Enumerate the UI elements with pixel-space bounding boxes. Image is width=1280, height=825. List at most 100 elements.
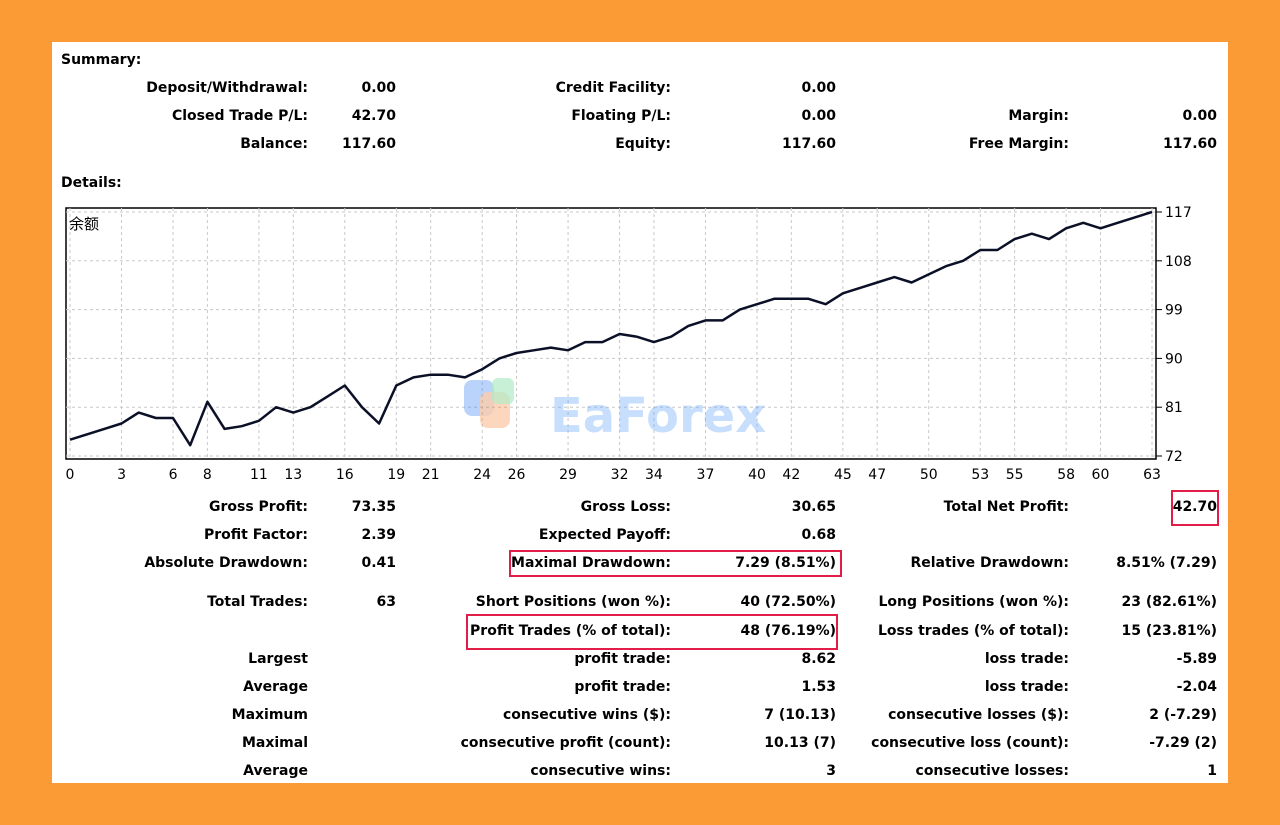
credit-value: 0.00	[801, 80, 836, 96]
balance-label: Balance:	[240, 136, 308, 152]
x-tick-label: 58	[1057, 467, 1075, 483]
balance-series-line	[69, 210, 1153, 447]
avg-consecutive-wins-value: 3	[826, 763, 836, 779]
x-tick-label: 11	[250, 467, 268, 483]
maximal-label: Maximal	[241, 735, 308, 751]
x-tick-label: 19	[387, 467, 405, 483]
eaforex-watermark: EaForex	[464, 378, 766, 444]
loss-trades-label: Loss trades (% of total):	[878, 623, 1069, 639]
avg-consecutive-losses-label: consecutive losses:	[915, 763, 1069, 779]
gross-loss-label: Gross Loss:	[580, 499, 671, 515]
expected-payoff-value: 0.68	[801, 527, 836, 543]
y-tick-label: 108	[1165, 254, 1192, 270]
largest-loss-label: loss trade:	[984, 651, 1069, 667]
average-label: Average	[243, 679, 308, 695]
report-panel: Summary: Deposit/Withdrawal: 0.00 Credit…	[52, 42, 1228, 783]
profit-trades-value: 48 (76.19%)	[740, 623, 836, 639]
largest-profit-label: profit trade:	[574, 651, 671, 667]
x-tick-label: 16	[336, 467, 354, 483]
relative-drawdown-label: Relative Drawdown:	[910, 555, 1069, 571]
average-profit-value: 1.53	[801, 679, 836, 695]
profit-factor-value: 2.39	[361, 527, 396, 543]
equity-value: 117.60	[781, 136, 836, 152]
gross-profit-label: Gross Profit:	[208, 499, 308, 515]
absolute-drawdown-value: 0.41	[361, 555, 396, 571]
chart-y-ticks: 72 81 90 99 108 117	[1156, 205, 1192, 465]
average-profit-label: profit trade:	[574, 679, 671, 695]
maximal-drawdown-highlight	[509, 550, 842, 577]
chart-title: 余额	[69, 215, 99, 233]
margin-label: Margin:	[1008, 108, 1069, 124]
details-heading: Details:	[61, 175, 122, 191]
x-tick-label: 50	[920, 467, 938, 483]
average2-label: Average	[243, 763, 308, 779]
total-net-profit-highlight	[1171, 490, 1219, 526]
profit-trades-highlight	[466, 614, 838, 650]
chart-grid	[66, 208, 1156, 459]
loss-trades-value: 15 (23.81%)	[1121, 623, 1217, 639]
y-tick-label: 90	[1165, 351, 1183, 367]
largest-profit-value: 8.62	[801, 651, 836, 667]
short-positions-value: 40 (72.50%)	[740, 594, 836, 610]
x-tick-label: 55	[1006, 467, 1024, 483]
summary-heading: Summary:	[61, 52, 142, 68]
maximal-consecutive-loss-value: -7.29 (2)	[1149, 735, 1217, 751]
x-tick-label: 63	[1143, 467, 1161, 483]
total-trades-label: Total Trades:	[207, 594, 308, 610]
maximal-consecutive-profit-value: 10.13 (7)	[764, 735, 836, 751]
total-trades-value: 63	[376, 594, 396, 610]
x-tick-label: 13	[284, 467, 302, 483]
maximal-consecutive-profit-label: consecutive profit (count):	[460, 735, 671, 751]
y-tick-label: 99	[1165, 303, 1183, 319]
avg-consecutive-wins-label: consecutive wins:	[530, 763, 671, 779]
watermark-text: EaForex	[550, 388, 766, 444]
absolute-drawdown-label: Absolute Drawdown:	[144, 555, 308, 571]
long-positions-value: 23 (82.61%)	[1121, 594, 1217, 610]
largest-label: Largest	[248, 651, 308, 667]
x-tick-label: 6	[169, 467, 178, 483]
free-margin-value: 117.60	[1162, 136, 1217, 152]
y-tick-label: 81	[1165, 400, 1183, 416]
floating-value: 0.00	[801, 108, 836, 124]
expected-payoff-label: Expected Payoff:	[538, 527, 671, 543]
x-tick-label: 24	[473, 467, 491, 483]
x-tick-label: 21	[422, 467, 440, 483]
x-tick-label: 45	[834, 467, 852, 483]
maximum-label: Maximum	[231, 707, 308, 723]
profit-trades-label: Profit Trades (% of total):	[470, 623, 671, 639]
x-tick-label: 3	[117, 467, 126, 483]
x-tick-label: 26	[508, 467, 526, 483]
avg-consecutive-losses-value: 1	[1207, 763, 1217, 779]
chart-plot-frame	[65, 207, 1157, 460]
maximal-consecutive-loss-label: consecutive loss (count):	[871, 735, 1069, 751]
x-tick-label: 29	[559, 467, 577, 483]
total-net-profit-label: Total Net Profit:	[943, 499, 1069, 515]
free-margin-label: Free Margin:	[968, 136, 1069, 152]
profit-factor-label: Profit Factor:	[203, 527, 308, 543]
max-consecutive-losses-value: 2 (-7.29)	[1149, 707, 1217, 723]
x-tick-label: 42	[782, 467, 800, 483]
balance-chart: 72 81 90 99 108 117 0 3 6 8 11 13 16 19 21 24 26 29 32 34 3…	[65, 205, 1192, 483]
x-tick-label: 0	[66, 467, 75, 483]
x-tick-label: 32	[611, 467, 629, 483]
x-tick-label: 40	[748, 467, 766, 483]
average-loss-value: -2.04	[1176, 679, 1217, 695]
chart-x-ticks: 0 3 6 8 11 13 16 19 21 24 26 29 32 34 37 40 42 45 47 50 53 55…	[66, 467, 1161, 483]
gross-loss-value: 30.65	[791, 499, 836, 515]
x-tick-label: 8	[203, 467, 212, 483]
maximal-drawdown-value: 7.29 (8.51%)	[735, 555, 836, 571]
floating-label: Floating P/L:	[571, 108, 671, 124]
credit-label: Credit Facility:	[555, 80, 671, 96]
maximal-drawdown-label: Maximal Drawdown:	[511, 555, 671, 571]
average-loss-label: loss trade:	[984, 679, 1069, 695]
watermark-logo-icon	[464, 380, 494, 416]
closed-pl-value: 42.70	[351, 108, 396, 124]
total-net-profit-value: 42.70	[1172, 499, 1217, 515]
closed-pl-label: Closed Trade P/L:	[171, 108, 308, 124]
long-positions-label: Long Positions (won %):	[878, 594, 1069, 610]
margin-value: 0.00	[1182, 108, 1217, 124]
x-tick-label: 37	[697, 467, 715, 483]
y-tick-label: 72	[1165, 449, 1183, 465]
y-tick-label: 117	[1165, 205, 1192, 221]
gross-profit-value: 73.35	[351, 499, 396, 515]
